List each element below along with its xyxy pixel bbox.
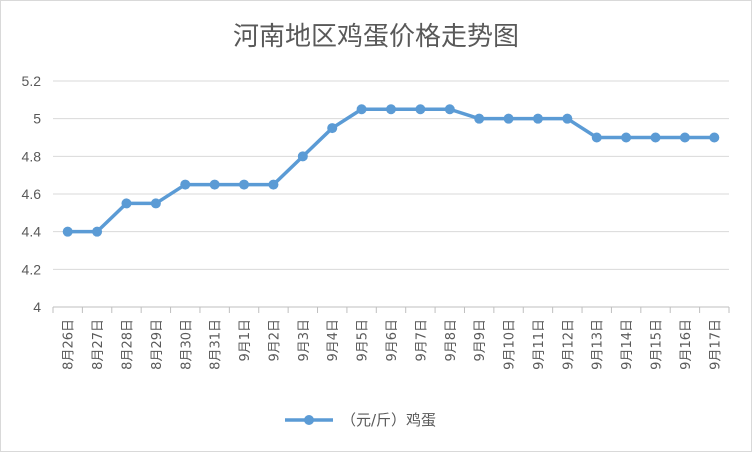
legend-point-marker xyxy=(304,415,314,425)
x-tick-label: 9月6日 xyxy=(385,319,400,362)
x-tick-label: 8月27日 xyxy=(91,319,106,370)
x-tick-label: 9月9日 xyxy=(473,319,488,362)
data-point xyxy=(415,104,426,115)
y-tick-label: 5 xyxy=(33,111,41,127)
data-point xyxy=(679,132,690,143)
data-point xyxy=(92,226,103,237)
y-tick-label: 4.6 xyxy=(22,186,42,202)
x-tick-label: 9月10日 xyxy=(503,319,518,370)
x-tick-label: 9月2日 xyxy=(267,319,282,362)
data-point xyxy=(532,113,543,124)
x-tick-label: 9月12日 xyxy=(561,319,576,370)
y-axis: 4 4.2 4.4 4.6 4.8 5 5.2 xyxy=(22,73,42,315)
x-tick-label: 9月14日 xyxy=(620,319,635,370)
data-point xyxy=(62,226,73,237)
y-tick-label: 4 xyxy=(33,299,41,315)
legend-label: （元/斤）鸡蛋 xyxy=(341,411,436,429)
x-tick-label: 9月3日 xyxy=(297,319,312,362)
x-tick-label: 9月15日 xyxy=(650,319,665,370)
y-tick-label: 5.2 xyxy=(22,73,42,89)
y-tick-label: 4.2 xyxy=(22,261,42,277)
series-egg-price xyxy=(62,104,720,237)
x-tick-label: 9月4日 xyxy=(326,319,341,362)
data-point xyxy=(121,198,132,209)
x-axis: 8月26日 8月27日 8月28日 8月29日 8月30日 8月31日 9月1日 9月2日 9月… xyxy=(52,306,730,370)
x-tick-label: 8月29日 xyxy=(150,319,165,370)
legend: （元/斤）鸡蛋 xyxy=(285,411,436,429)
data-point xyxy=(562,113,573,124)
x-tick-label: 9月1日 xyxy=(238,319,253,362)
data-point xyxy=(239,179,250,190)
data-point xyxy=(474,113,485,124)
x-tick-label: 9月5日 xyxy=(356,319,371,362)
data-point xyxy=(503,113,514,124)
data-point xyxy=(327,123,338,134)
data-point xyxy=(621,132,632,143)
x-tick-label: 9月11日 xyxy=(532,319,547,370)
y-tick-label: 4.8 xyxy=(22,148,42,164)
x-tick-label: 9月7日 xyxy=(414,319,429,362)
y-tick-label: 4.4 xyxy=(22,224,42,240)
data-point xyxy=(268,179,279,190)
data-point xyxy=(209,179,220,190)
data-point xyxy=(180,179,191,190)
x-tick-label: 9月13日 xyxy=(591,319,606,370)
data-point xyxy=(709,132,720,143)
series-line xyxy=(65,107,717,234)
data-point xyxy=(297,151,308,162)
x-tick-label: 8月31日 xyxy=(209,319,224,370)
x-tick-label: 8月28日 xyxy=(120,319,135,370)
x-tick-label: 9月8日 xyxy=(444,319,459,362)
x-tick-label: 9月16日 xyxy=(679,319,694,370)
gridlines xyxy=(53,80,729,270)
data-point xyxy=(591,132,602,143)
data-point xyxy=(444,104,455,115)
x-tick-label: 8月30日 xyxy=(179,319,194,370)
x-tick-label: 8月26日 xyxy=(62,319,77,370)
x-tick-label: 9月17日 xyxy=(708,319,723,370)
data-point xyxy=(650,132,661,143)
data-point xyxy=(356,104,367,115)
data-point xyxy=(386,104,396,115)
chart-title: 河南地区鸡蛋价格走势图 xyxy=(233,22,519,52)
data-point xyxy=(150,198,161,209)
